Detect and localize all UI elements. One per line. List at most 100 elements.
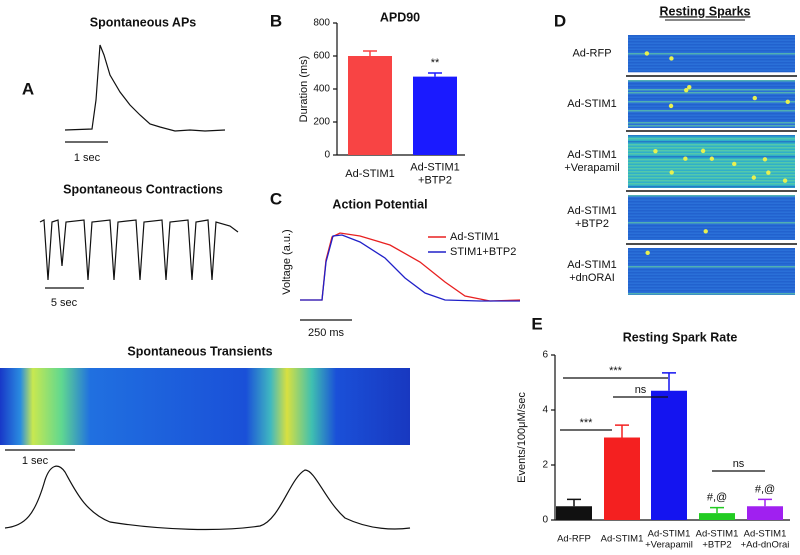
spark [645,250,650,256]
annotation: ** [431,57,440,69]
spark [766,170,771,175]
stripe [628,222,795,224]
stripe [628,86,795,88]
panel-letter: C [270,189,282,208]
spark [700,148,706,154]
y-axis-label: Events/100μM/sec [516,392,528,483]
spark [644,51,650,56]
stripe [628,225,795,227]
stripe [628,83,795,85]
stripe [628,177,795,179]
spark [732,161,737,167]
bar [747,506,783,520]
spark-image [628,135,795,188]
legend-label: STIM1+BTP2 [450,246,516,258]
y-axis-label: Voltage (a.u.) [281,229,293,294]
stripe [628,290,795,292]
stripe [628,210,795,212]
stripe [628,272,795,274]
stripe [628,101,795,103]
stripe [628,162,795,164]
panel-letter: B [270,11,282,30]
stripe [628,186,795,188]
stripe [628,234,795,236]
stripe [628,104,795,106]
scale-label: 5 sec [51,297,78,309]
spark [669,170,674,175]
stripe [628,138,795,140]
stripe [628,260,795,262]
ap-trace [300,232,521,302]
stripe [628,47,795,49]
spark-images: Ad-RFP Ad-STIM1 Ad-STIM1 +Verapamil Ad-STIM1… [564,35,797,295]
scale-label: 250 ms [308,327,345,339]
contraction-trace [39,219,239,281]
stripe [628,204,795,206]
significance-label: *** [580,417,594,429]
stripe [628,201,795,203]
stripe [628,95,795,97]
bar [604,437,640,520]
y-tick-label: 600 [313,51,330,62]
stripe [628,135,795,137]
error-bar [662,372,676,391]
stripe [628,38,795,40]
stripe [628,35,795,37]
stripe [628,174,795,176]
transient-trace [4,465,411,531]
spark [782,178,788,183]
stripe [628,147,795,149]
stripe [628,168,795,170]
bar [348,56,392,155]
row-label: Ad-STIM1 [567,98,617,110]
spark [669,56,674,61]
spark [653,148,658,154]
stripe [628,119,795,121]
row-label: Ad-STIM1 +BTP2 [567,205,617,230]
stripe [628,141,795,143]
stripe [628,248,795,250]
spark [668,103,674,109]
y-tick-label: 4 [542,405,548,416]
transient-image [0,368,410,445]
ap-trace [300,234,520,302]
panel-title: Action Potential [332,197,427,211]
bar [651,390,687,520]
panel-letter: A [22,79,34,98]
charts: B APD90 Duration (ms) 0 200 400 600 800 Ad-STIM1… [270,10,790,550]
x-tick-label: Ad-STIM1 [601,534,644,545]
row-label: Ad-RFP [572,47,611,59]
significance-label: *** [609,365,623,377]
panel-letter: E [531,314,542,333]
x-tick-label: Ad-RFP [557,534,591,545]
stripe [628,116,795,118]
annotation: #,@ [707,492,727,504]
stripe [628,228,795,230]
stripe [628,293,795,295]
stripe [628,183,795,185]
chart-title: Resting Spark Rate [623,330,738,344]
significance-label: ns [635,384,647,396]
stripe [628,50,795,52]
error-bar [363,50,377,56]
stripe [628,65,795,67]
x-tick-label: Ad-STIM1 +Ad-dnOrai [741,528,790,550]
y-tick-label: 6 [542,350,548,361]
stripe [628,53,795,55]
error-bar [567,498,581,507]
panel-title: Spontaneous Contractions [63,182,223,196]
stripe [628,125,795,127]
x-tick-label: Ad-STIM1 [345,168,395,180]
stripe [628,219,795,221]
stripe [628,180,795,182]
x-tick-label: Ad-STIM1 +BTP2 [410,162,460,187]
spark [762,157,768,162]
stripe [628,107,795,109]
stripe [628,56,795,58]
stripe [628,281,795,283]
stripe [628,165,795,167]
stripe [628,62,795,64]
scale-label: 1 sec [22,455,49,467]
y-tick-label: 0 [324,150,330,161]
stripe [628,207,795,209]
